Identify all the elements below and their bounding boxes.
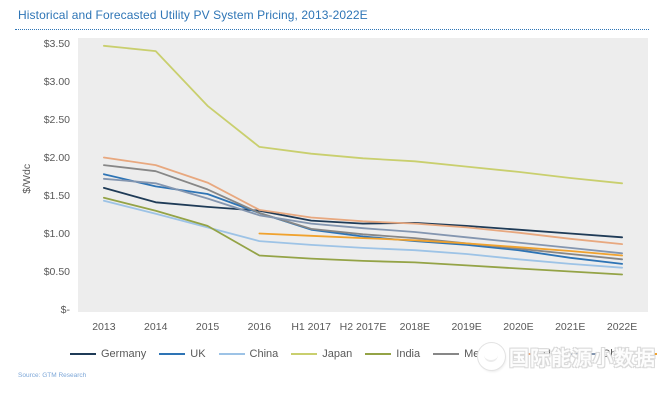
legend-swatch-germany xyxy=(70,353,96,355)
y-axis-tick-label: $- xyxy=(61,304,71,316)
legend-label-chile: Chile xyxy=(602,348,628,360)
x-axis-tick-label: 2015 xyxy=(196,321,220,333)
legend-label-india: India xyxy=(396,348,421,360)
legend-label-us: US xyxy=(542,348,559,360)
legend-swatch-egypt xyxy=(640,353,657,355)
x-axis-tick-label: H2 2017E xyxy=(340,321,387,333)
x-axis-tick-label: 2020E xyxy=(503,321,533,333)
legend-swatch-india xyxy=(365,353,392,355)
legend-swatch-china xyxy=(218,353,245,355)
y-axis-title: $/Wdc xyxy=(21,164,33,194)
x-axis-tick-label: 2021E xyxy=(555,321,585,333)
y-axis-tick-label: $3.00 xyxy=(44,76,70,88)
series-line-uk xyxy=(103,173,623,265)
chart-legend: GermanyUKChinaJapanIndiaMexicoUSChileEgy… xyxy=(70,348,657,360)
legend-swatch-mexico xyxy=(433,353,460,355)
y-axis-tick-label: $1.00 xyxy=(44,228,70,240)
legend-item-egypt: Egypt xyxy=(640,348,657,360)
y-axis-tick-label: $2.50 xyxy=(44,114,70,126)
legend-label-china: China xyxy=(249,348,279,360)
series-line-india xyxy=(103,196,623,276)
legend-item-india: India xyxy=(365,348,420,360)
x-axis-tick-label: 2018E xyxy=(400,321,430,333)
series-line-egypt xyxy=(258,232,623,257)
series-line-chile xyxy=(103,177,623,255)
legend-item-chile: Chile xyxy=(571,348,627,360)
series-line-mexico xyxy=(103,164,623,261)
legend-item-germany: Germany xyxy=(70,348,146,360)
legend-label-japan: Japan xyxy=(322,348,353,360)
legend-item-uk: UK xyxy=(159,348,206,360)
x-axis-tick-label: H1 2017 xyxy=(291,321,331,333)
title-divider xyxy=(15,29,649,30)
legend-swatch-us xyxy=(511,353,538,355)
legend-swatch-japan xyxy=(291,353,318,355)
legend-swatch-chile xyxy=(571,353,598,355)
plot-area xyxy=(78,38,648,312)
legend-item-us: US xyxy=(511,348,559,360)
legend-item-china: China xyxy=(218,348,279,360)
y-axis-tick-label: $0.50 xyxy=(44,266,70,278)
source-note: Source: GTM Research xyxy=(18,372,87,379)
x-axis-tick-label: 2013 xyxy=(92,321,116,333)
watermark: 国际能源小数据 xyxy=(478,338,657,374)
x-axis-tick-label: 2022E xyxy=(607,321,637,333)
legend-label-uk: UK xyxy=(190,348,206,360)
series-line-germany xyxy=(103,186,623,239)
y-axis-tick-label: $1.50 xyxy=(44,190,70,202)
watermark-text: 国际能源小数据 xyxy=(509,347,656,370)
y-axis-tick-label: $3.50 xyxy=(44,38,70,50)
legend-item-japan: Japan xyxy=(291,348,352,360)
legend-swatch-uk xyxy=(159,353,186,355)
series-line-us xyxy=(103,156,623,246)
x-axis-tick-label: 2019E xyxy=(451,321,481,333)
x-axis-tick-label: 2014 xyxy=(144,321,168,333)
y-axis-tick-label: $2.00 xyxy=(44,152,70,164)
chart-title: Historical and Forecasted Utility PV Sys… xyxy=(18,8,368,22)
legend-label-germany: Germany xyxy=(101,348,147,360)
series-line-china xyxy=(103,199,623,269)
x-axis-tick-label: 2016 xyxy=(248,321,272,333)
watermark-logo-icon xyxy=(478,342,505,370)
series-line-japan xyxy=(103,44,623,185)
